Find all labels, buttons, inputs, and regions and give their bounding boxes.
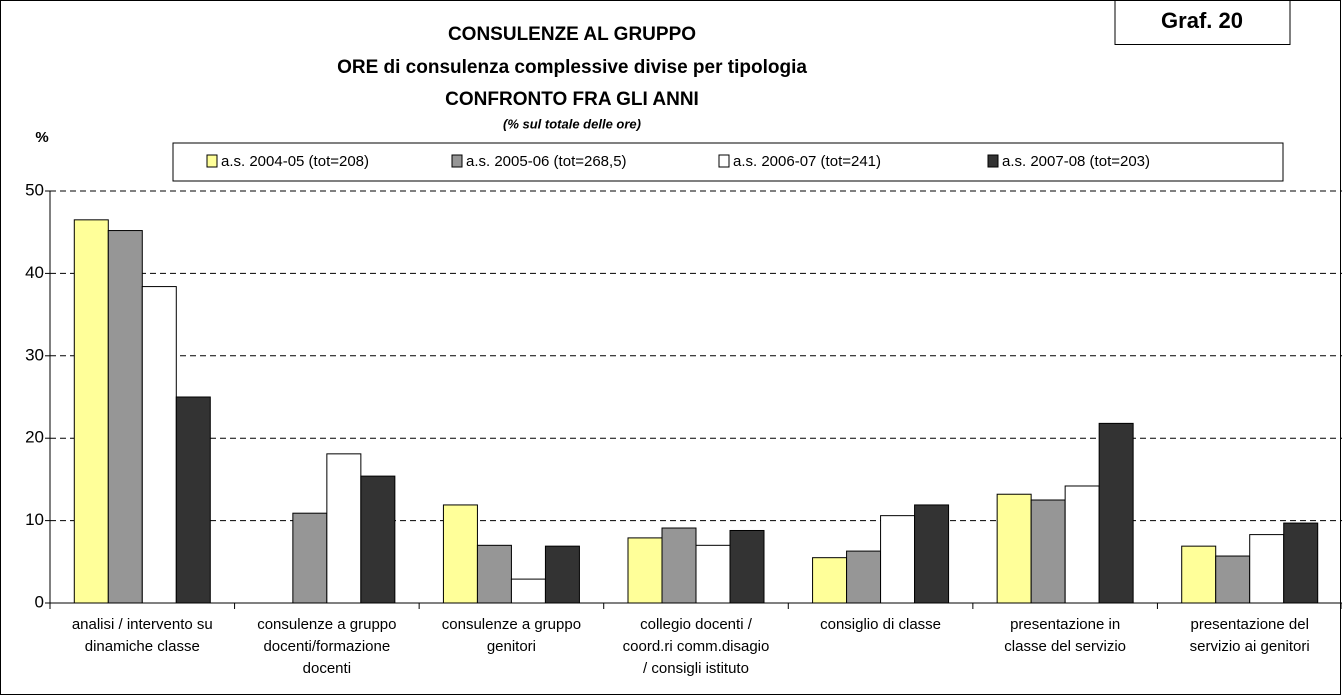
y-tick-label: 30 [25, 345, 44, 364]
bar [880, 515, 916, 604]
bar [544, 545, 580, 604]
y-tick-label: 10 [25, 510, 44, 529]
x-tick-label: presentazione del [1191, 616, 1309, 633]
bar [729, 529, 765, 604]
bar [107, 230, 143, 604]
bar [1249, 534, 1285, 604]
x-tick-label: docenti [303, 660, 351, 677]
chart-title: CONSULENZE AL GRUPPO [448, 24, 696, 45]
x-tick-label: genitori [487, 638, 536, 655]
x-tick-label: servizio ai genitori [1190, 638, 1310, 655]
legend-label: a.s. 2004-05 (tot=208) [221, 153, 369, 170]
bar [996, 493, 1032, 604]
bar [476, 544, 512, 604]
bar [1030, 499, 1066, 604]
bar [175, 396, 211, 604]
badge-box [1114, 0, 1291, 45]
bar [695, 544, 731, 604]
y-tick-label: 40 [25, 263, 44, 282]
subtitle: CONFRONTO FRA GLI ANNI [445, 89, 699, 110]
y-tick-label: 0 [35, 592, 44, 611]
legend-swatch [451, 154, 463, 168]
bar [141, 286, 177, 604]
x-tick-label: consiglio di classe [820, 616, 941, 633]
bar [292, 512, 328, 604]
bar [812, 557, 848, 604]
x-tick-label: collegio docenti / [640, 616, 753, 633]
x-tick-label: docenti/formazione [263, 638, 390, 655]
x-tick-label: dinamiche classe [85, 638, 200, 655]
legend-swatch [718, 154, 730, 168]
note: (% sul totale delle ore) [503, 116, 641, 131]
y-tick-label: 50 [25, 180, 44, 199]
x-tick-label: / consigli istituto [643, 660, 749, 677]
bar [326, 453, 362, 604]
bar [661, 527, 697, 604]
legend-swatch [206, 154, 218, 168]
x-tick-label: presentazione in [1010, 616, 1120, 633]
bar [627, 537, 663, 604]
y-label: % [35, 129, 48, 146]
subtitle: ORE di consulenza complessive divise per… [337, 57, 807, 78]
legend-swatch [987, 154, 999, 168]
bar [1181, 545, 1217, 604]
x-tick-label: analisi / intervento su [72, 616, 213, 633]
legend-label: a.s. 2006-07 (tot=241) [733, 153, 881, 170]
legend-label: a.s. 2005-06 (tot=268,5) [466, 153, 627, 170]
bar [1098, 422, 1134, 604]
x-tick-label: classe del servizio [1004, 638, 1126, 655]
bar [510, 578, 546, 604]
bar [442, 504, 478, 604]
badge: Graf. 20 [1161, 8, 1243, 33]
bar [1215, 555, 1251, 604]
bar [846, 550, 882, 604]
bar [1064, 485, 1100, 604]
legend-label: a.s. 2007-08 (tot=203) [1002, 153, 1150, 170]
x-tick-label: coord.ri comm.disagio [623, 638, 770, 655]
bar [1283, 522, 1319, 604]
bar [360, 475, 396, 604]
x-tick-label: consulenze a gruppo [442, 616, 581, 633]
x-tick-label: consulenze a gruppo [257, 616, 396, 633]
y-tick-label: 20 [25, 428, 44, 447]
bar [73, 219, 109, 604]
bar [914, 504, 950, 604]
